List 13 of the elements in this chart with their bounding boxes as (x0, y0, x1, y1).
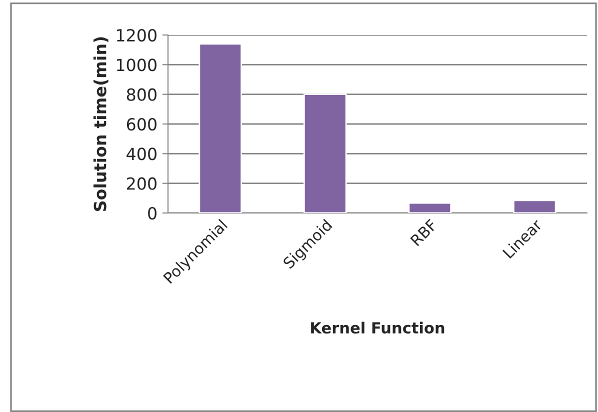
y-axis-title: Solution time(min) (93, 37, 108, 211)
y-tick-label: 200 (126, 177, 156, 190)
bar (303, 94, 347, 213)
y-tick-label: 0 (148, 206, 156, 220)
y-tick-label: 1200 (116, 28, 156, 42)
x-axis-title: Kernel Function (311, 322, 444, 334)
y-tick-label: 600 (126, 118, 156, 131)
y-tick-label: 800 (126, 88, 156, 101)
y-tick-label: 1000 (116, 58, 156, 72)
bar (512, 200, 556, 213)
bar (408, 202, 452, 213)
bar (198, 43, 242, 213)
y-tick-label: 400 (126, 148, 156, 160)
